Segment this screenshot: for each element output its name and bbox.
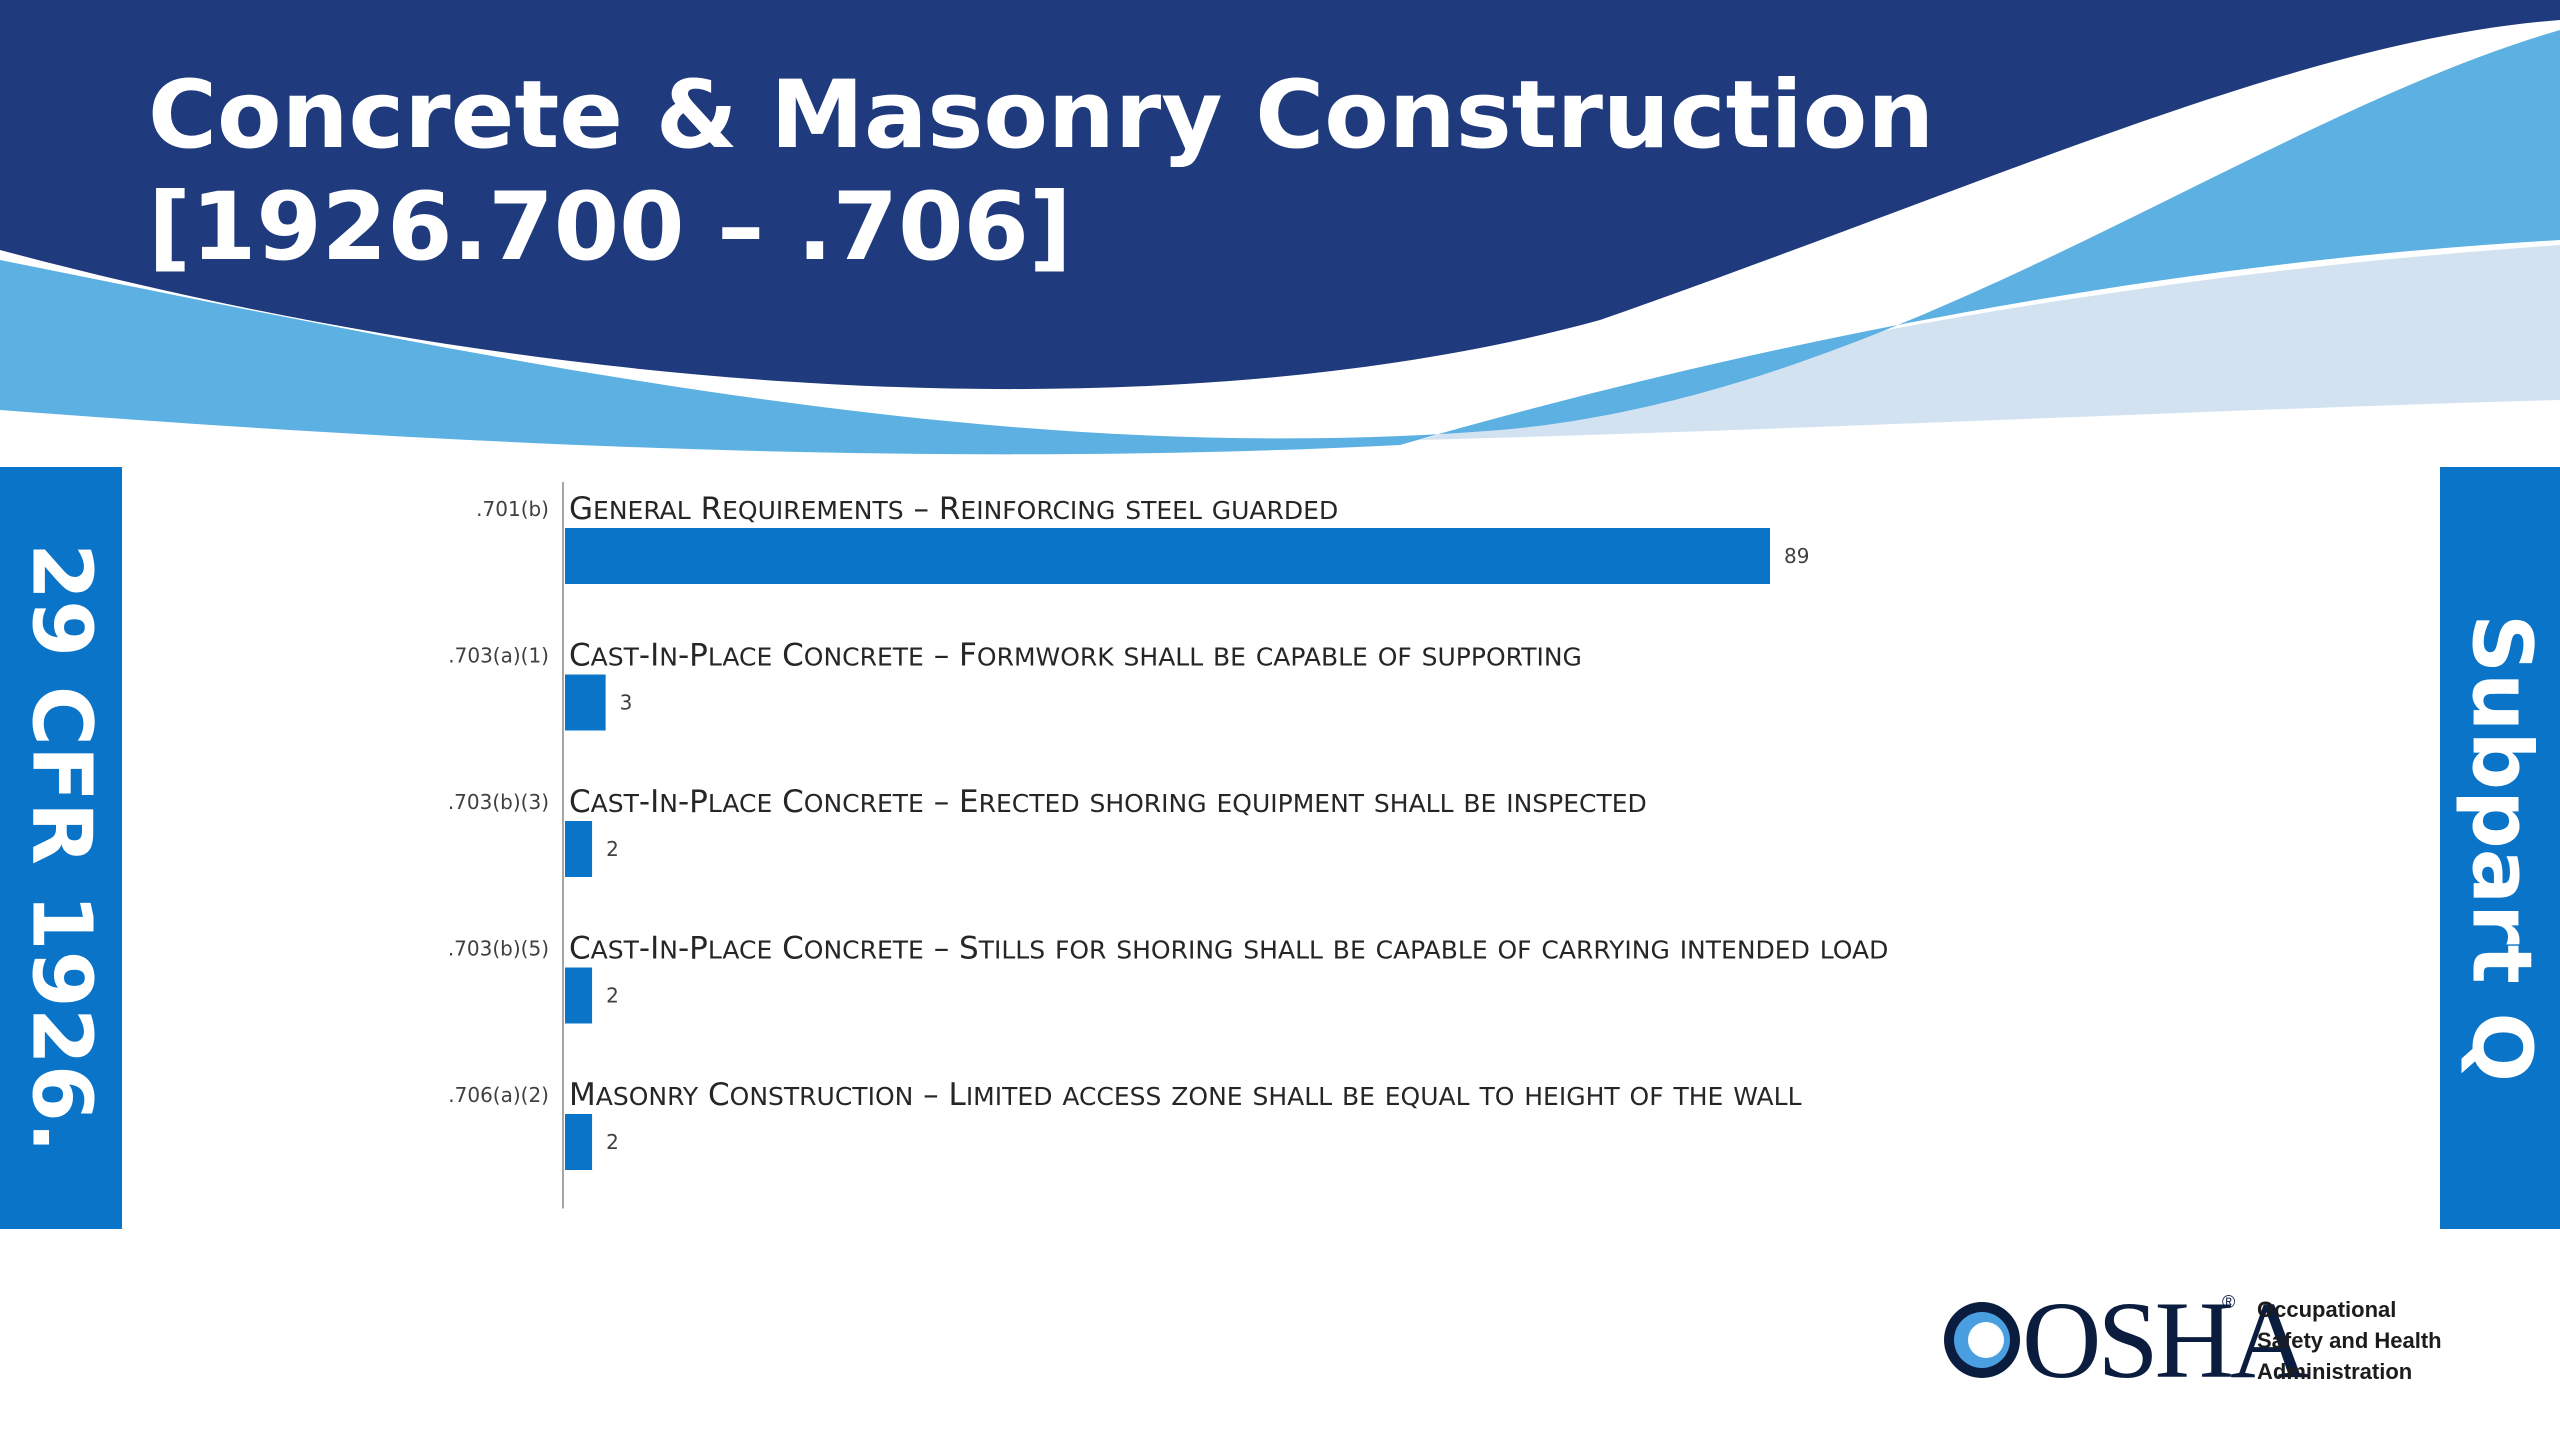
data-label: 89: [1784, 544, 1809, 568]
category-code: .701(b): [476, 497, 549, 521]
data-label: 2: [606, 837, 619, 861]
title-line-1: Concrete & Masonry Construction: [148, 61, 1935, 170]
page-title: Concrete & Masonry Construction [1926.70…: [148, 60, 1934, 284]
category-code: .703(b)(3): [448, 790, 549, 814]
data-label: 3: [620, 691, 633, 715]
category-label: CAST-IN-PLACE CONCRETE – FORMWORK SHALL …: [569, 638, 1582, 674]
osha-logo-emblem: [1944, 1302, 2020, 1378]
bar: [565, 821, 593, 877]
category-label: GENERAL REQUIREMENTS – REINFORCING STEEL…: [569, 491, 1338, 527]
bar: [565, 967, 593, 1024]
title-line-2: [1926.700 – .706]: [148, 173, 1072, 282]
right-side-tab: Subpart Q: [2440, 467, 2560, 1229]
banner-dark-wave: [0, 0, 2560, 390]
data-label: 2: [606, 1130, 619, 1154]
category-code: .703(b)(5): [448, 937, 549, 961]
category-code: .706(a)(2): [448, 1083, 549, 1107]
bar: [565, 674, 606, 731]
category-label: MASONRY CONSTRUCTION – LIMITED ACCESS ZO…: [569, 1077, 1802, 1113]
osha-wordmark: OSHA: [2022, 1279, 2309, 1401]
left-side-tab: 29 CFR 1926.: [0, 467, 122, 1229]
osha-agency-name: Occupational Safety and Health Administr…: [2257, 1294, 2442, 1387]
agency-line-3: Administration: [2257, 1359, 2413, 1384]
bar: [565, 528, 1770, 584]
header-banner: [0, 0, 2560, 470]
agency-line-1: Occupational: [2257, 1297, 2397, 1322]
data-label: 2: [606, 984, 619, 1008]
osha-logo: OSHA ® Occupational Safety and Health Ad…: [1942, 1280, 2502, 1400]
category-label: CAST-IN-PLACE CONCRETE – STILLS FOR SHOR…: [569, 931, 1888, 967]
category-code: .703(a)(1): [448, 644, 549, 668]
agency-line-2: Safety and Health: [2257, 1328, 2442, 1353]
registered-mark: ®: [2222, 1292, 2236, 1312]
bar: [565, 1114, 593, 1170]
banner-light-wave: [0, 30, 2560, 455]
category-label: CAST-IN-PLACE CONCRETE – ERECTED SHORING…: [569, 784, 1647, 820]
